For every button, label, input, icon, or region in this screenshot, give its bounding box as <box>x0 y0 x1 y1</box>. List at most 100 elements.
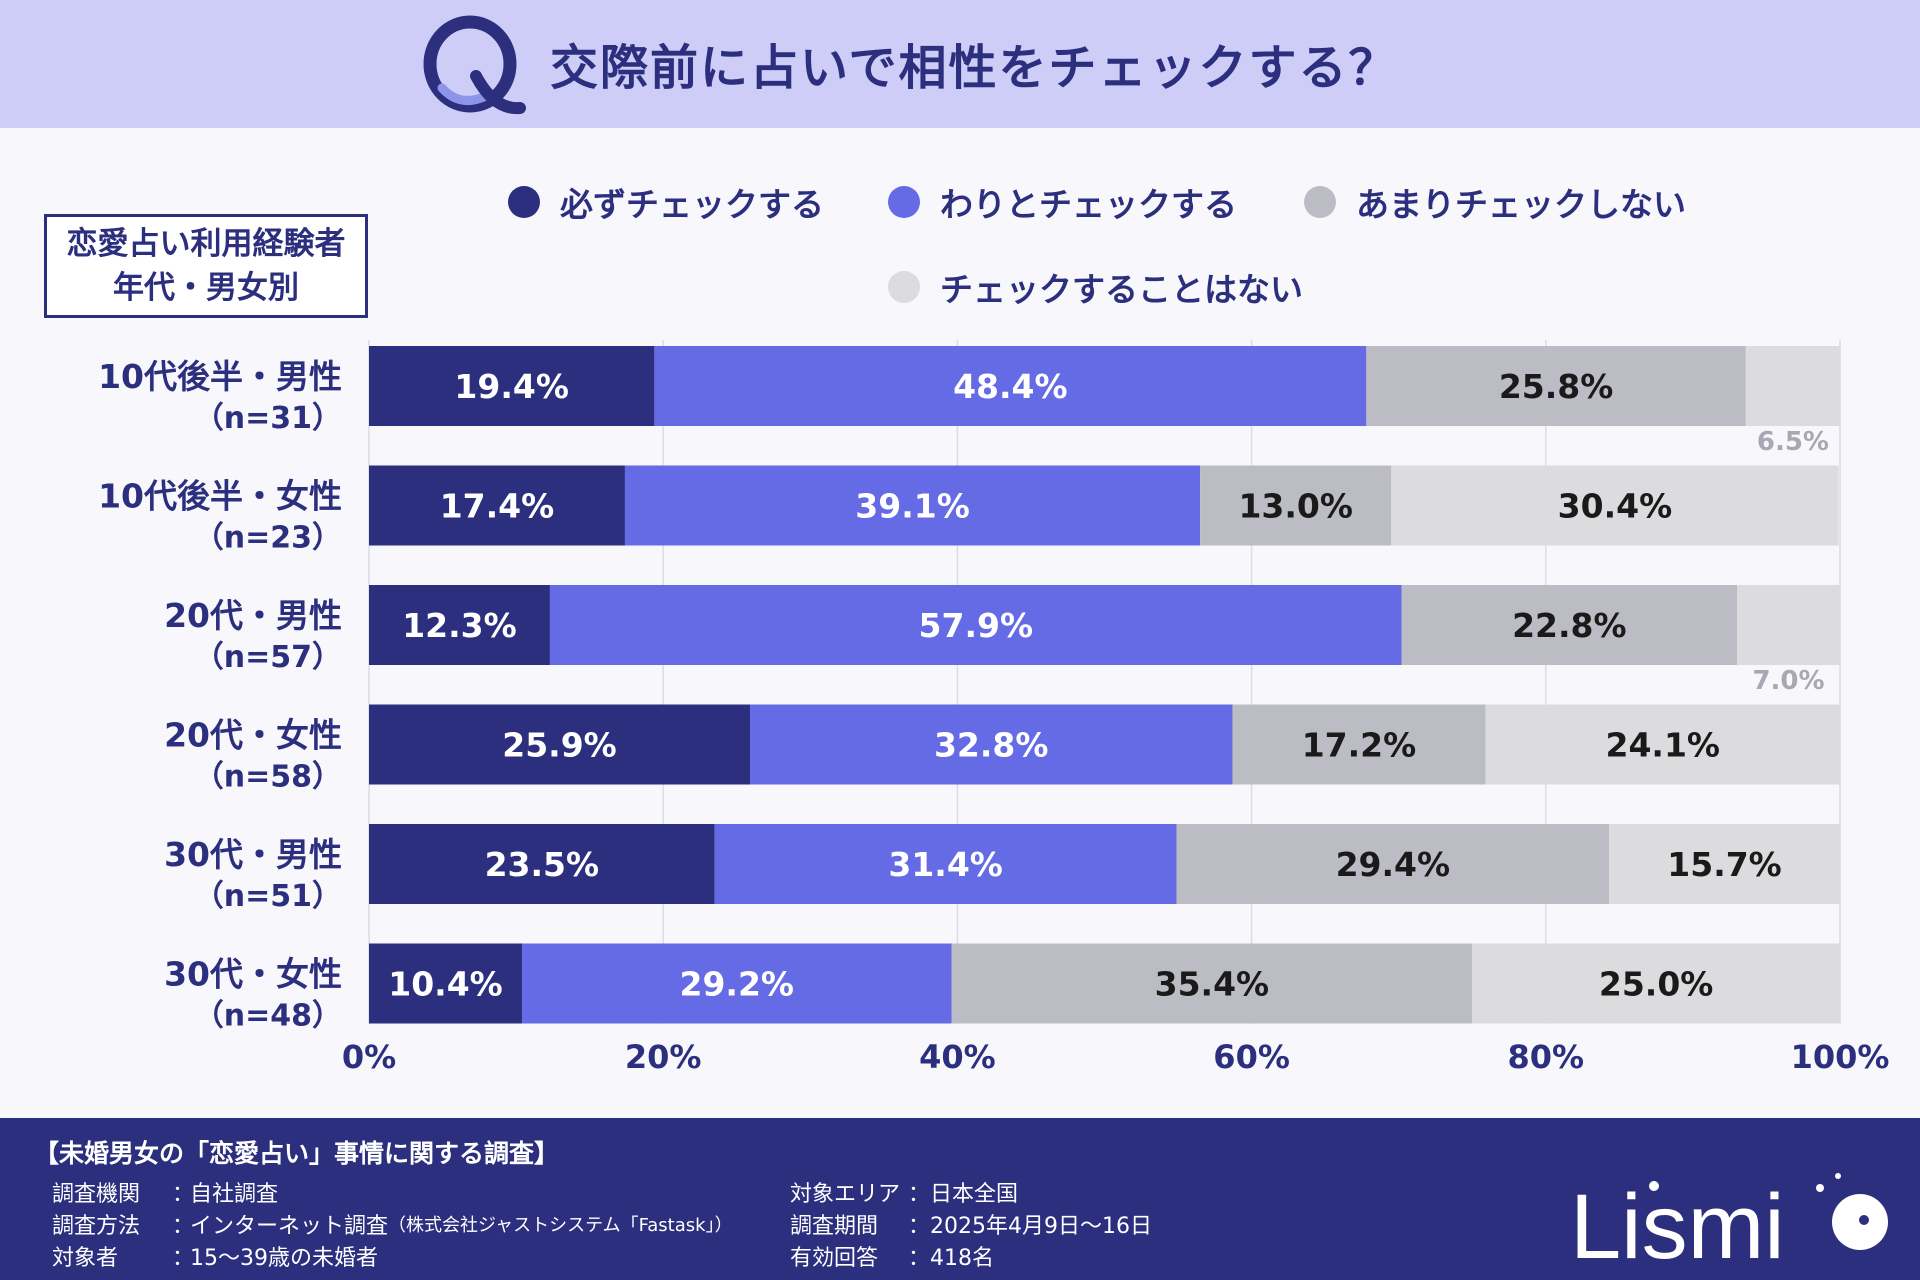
info-value: 15～39歳の未婚者 <box>190 1246 378 1271</box>
info-label: 対象者 <box>52 1246 119 1271</box>
data-label: 13.0% <box>1238 487 1353 526</box>
category-label: 20代・女性 <box>164 716 342 755</box>
logo-sparkle <box>1816 1184 1824 1192</box>
info-label: 対象エリア <box>790 1182 901 1207</box>
x-tick-label: 80% <box>1508 1038 1585 1076</box>
data-label: 29.4% <box>1336 845 1451 884</box>
bar-segment <box>369 943 522 1024</box>
category-label: 10代後半・男性 <box>98 357 342 396</box>
footer: 【未婚男女の「恋愛占い」事情に関する調査】 調査機関 ： 自社調査 調査方法 ：… <box>0 1118 1920 1280</box>
info-separator: ： <box>908 1214 931 1239</box>
bar-segment <box>1200 465 1392 546</box>
data-label: 35.4% <box>1155 965 1270 1004</box>
footer-row-method: 調査方法 ： インターネット調査 （株式会社ジャストシステム「Fastask」） <box>52 1208 733 1240</box>
legend-item-never: チェックすることはない <box>888 263 1303 311</box>
data-label: 39.1% <box>855 487 970 526</box>
legend-label: チェックすることはない <box>940 270 1303 309</box>
data-label: 6.5% <box>1757 427 1829 457</box>
stacked-bar-chart: 10代後半・男性 （n=31） 19.4% 48.4% 25.8% 6.5% 10代後半・女… <box>98 340 1890 1076</box>
data-label: 31.4% <box>888 845 1003 884</box>
bar-segment <box>369 704 750 785</box>
bar-segment <box>369 824 715 904</box>
info-label: 有効回答 <box>790 1246 879 1271</box>
bar-segment <box>369 585 550 665</box>
bar-segment <box>654 346 1367 426</box>
footer-row-target: 対象者 ： 15～39歳の未婚者 <box>52 1240 378 1272</box>
survey-title: 【未婚男女の「恋愛占い」事情に関する調査】 <box>34 1139 560 1168</box>
info-label: 調査機関 <box>52 1182 141 1207</box>
bar-segment <box>714 824 1177 904</box>
category-label: 20代・男性 <box>164 596 342 635</box>
x-tick-label: 0% <box>342 1038 396 1076</box>
bar-segment <box>1472 943 1840 1024</box>
info-separator: ： <box>172 1246 195 1271</box>
info-value: 418名 <box>930 1246 994 1271</box>
data-label: 25.8% <box>1499 367 1614 406</box>
bar-segment <box>521 943 952 1024</box>
category-label: 10代後半・女性 <box>98 477 342 516</box>
category-n-label: （n=31） <box>194 401 342 436</box>
data-label: 22.8% <box>1512 606 1627 645</box>
lismi-logo: Lismi <box>1570 1173 1888 1270</box>
data-label: 57.9% <box>919 606 1034 645</box>
info-separator: ： <box>908 1246 931 1271</box>
category-box-line1: 恋愛占い利用経験者 <box>66 226 346 262</box>
x-tick-label: 40% <box>919 1038 996 1076</box>
x-tick-label: 100% <box>1791 1038 1890 1076</box>
category-label: 30代・女性 <box>164 955 342 994</box>
info-label: 調査期間 <box>790 1214 879 1239</box>
bar-segment <box>1366 346 1746 426</box>
bar-segment <box>369 346 655 426</box>
logo-sparkle <box>1835 1173 1841 1179</box>
data-label: 17.4% <box>440 487 555 526</box>
bar-segment <box>549 585 1402 665</box>
page-title: 交際前に占いで相性をチェックする？ <box>550 40 1399 96</box>
footer-row-responses: 有効回答 ： 418名 <box>790 1240 994 1272</box>
legend-label: 必ずチェックする <box>560 185 824 224</box>
legend-label: わりとチェックする <box>940 185 1237 224</box>
data-label: 10.4% <box>388 965 503 1004</box>
data-label: 17.2% <box>1302 726 1417 765</box>
logo-mascot-eye <box>1859 1215 1869 1225</box>
category-label: 30代・男性 <box>164 835 342 874</box>
data-label: 25.0% <box>1599 965 1714 1004</box>
legend-swatch <box>888 186 920 218</box>
category-n-label: （n=51） <box>194 879 342 914</box>
data-label: 15.7% <box>1667 845 1782 884</box>
data-label: 30.4% <box>1558 487 1673 526</box>
legend-item-often: わりとチェックする <box>888 178 1237 226</box>
legend-swatch <box>888 271 920 303</box>
legend-swatch <box>508 186 540 218</box>
category-n-label: （n=23） <box>194 521 342 556</box>
data-label: 29.2% <box>680 965 795 1004</box>
footer-row-period: 調査期間 ： 2025年4月9日～16日 <box>790 1208 1152 1240</box>
bar-segment <box>624 465 1201 546</box>
info-value: インターネット調査 <box>190 1214 389 1239</box>
info-separator: ： <box>908 1182 931 1207</box>
footer-row-organization: 調査機関 ： 自社調査 <box>52 1176 278 1208</box>
category-n-label: （n=58） <box>194 760 342 795</box>
category-n-label: （n=48） <box>194 999 342 1034</box>
data-label: 25.9% <box>502 726 617 765</box>
bar-segment <box>1176 824 1610 904</box>
footer-row-area: 対象エリア ： 日本全国 <box>790 1176 1018 1208</box>
bar-segment <box>1401 585 1738 665</box>
data-label: 12.3% <box>402 606 517 645</box>
info-value: 2025年4月9日～16日 <box>930 1214 1152 1239</box>
info-note: （株式会社ジャストシステム「Fastask」） <box>388 1215 733 1236</box>
legend-item-rarely: あまりチェックしない <box>1304 178 1686 226</box>
bar-segment <box>1737 585 1840 665</box>
info-value: 日本全国 <box>930 1182 1019 1207</box>
category-n-label: （n=57） <box>194 640 342 675</box>
data-label: 7.0% <box>1752 666 1824 696</box>
bar-segment <box>749 704 1233 785</box>
info-value: 自社調査 <box>190 1182 279 1207</box>
logo-text: Lismi <box>1570 1176 1785 1270</box>
bar-segment <box>1485 704 1840 785</box>
data-label: 32.8% <box>934 726 1049 765</box>
info-label: 調査方法 <box>52 1214 141 1239</box>
header-banner: 交際前に占いで相性をチェックする？ <box>0 0 1920 128</box>
bar-segment <box>1232 704 1486 785</box>
data-label: 48.4% <box>953 367 1068 406</box>
bar-segment <box>951 943 1473 1024</box>
